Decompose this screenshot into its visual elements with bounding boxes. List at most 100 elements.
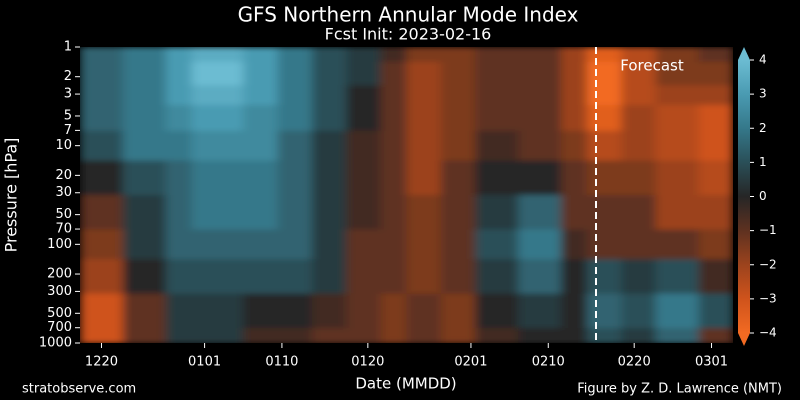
heatmap-cell [320, 259, 330, 295]
heatmap-cell [595, 259, 605, 295]
heatmap-cell [724, 195, 733, 231]
heatmap-cell [664, 85, 674, 106]
heatmap-cell [337, 229, 347, 260]
heatmap-cell [131, 160, 141, 196]
heatmap-cell [80, 259, 90, 295]
heatmap-cell [114, 160, 124, 196]
heatmap-cell [294, 293, 304, 329]
heatmap-cell [88, 259, 98, 295]
heatmap-cell [423, 229, 433, 260]
heatmap-cell [277, 293, 287, 329]
heatmap-cell [354, 328, 365, 343]
heatmap-cell [311, 61, 322, 86]
heatmap-cell [183, 105, 193, 132]
heatmap-cell [157, 195, 167, 231]
heatmap-cell [165, 61, 176, 86]
heatmap-cell [346, 47, 356, 63]
heatmap-cell [363, 47, 373, 63]
heatmap-cell [397, 105, 408, 132]
colorbar-tick-label: 1 [759, 155, 767, 169]
heatmap-cell [380, 130, 390, 162]
heatmap-cell [269, 47, 279, 63]
heatmap-cell [294, 47, 304, 63]
heatmap-cell [311, 293, 322, 329]
heatmap-cell [114, 130, 124, 162]
x-tick-label: 0101 [188, 355, 221, 370]
heatmap-cell [483, 229, 494, 260]
heatmap-cell [80, 47, 90, 63]
heatmap-cell [122, 259, 133, 295]
heatmap-cell [380, 47, 390, 63]
heatmap-cell [243, 259, 253, 295]
heatmap-cell [458, 130, 468, 162]
heatmap-cell [389, 61, 399, 86]
heatmap-cell [595, 160, 605, 196]
heatmap-cell [251, 195, 262, 231]
heatmap-cell [294, 130, 304, 162]
heatmap-cell [483, 85, 494, 106]
heatmap-cell [492, 229, 502, 260]
heatmap-cell [655, 195, 665, 231]
heatmap-cell [303, 61, 313, 86]
heatmap-cell [243, 328, 253, 343]
heatmap-cell [518, 195, 528, 231]
heatmap-cell [311, 259, 322, 295]
heatmap-cell [97, 61, 107, 86]
heatmap-cell [183, 259, 193, 295]
heatmap-cell [458, 85, 468, 106]
heatmap-cell [647, 160, 657, 196]
heatmap-cell [183, 195, 193, 231]
heatmap-cell [157, 61, 167, 86]
heatmap-cell [243, 85, 253, 106]
heatmap-cell [406, 105, 416, 132]
heatmap-cell [251, 61, 262, 86]
heatmap-cell [432, 160, 442, 196]
heatmap-cell [148, 259, 158, 295]
heatmap-cell [260, 105, 270, 132]
heatmap-cell [320, 293, 330, 329]
heatmap-cell [569, 160, 579, 196]
heatmap-cell [586, 130, 597, 162]
heatmap-cell [311, 130, 322, 162]
heatmap-cell [415, 85, 425, 106]
heatmap-cell [604, 85, 614, 106]
heatmap-cell [329, 160, 339, 196]
heatmap-cell [97, 130, 107, 162]
heatmap-cell [97, 105, 107, 132]
heatmap-cell [415, 195, 425, 231]
heatmap-cell [165, 195, 176, 231]
colorbar-extend-bottom [738, 333, 750, 346]
heatmap-cell [415, 259, 425, 295]
heatmap-cell [578, 130, 588, 162]
heatmap-cell [191, 47, 201, 63]
heatmap-cell [655, 47, 665, 63]
heatmap-cell [217, 259, 227, 295]
heatmap-cell [655, 130, 665, 162]
heatmap-cell [397, 160, 408, 196]
heatmap-cell [191, 259, 201, 295]
heatmap-cell [114, 85, 124, 106]
heatmap-cell [131, 47, 141, 63]
heatmap-cell [191, 85, 201, 106]
heatmap-cell [157, 160, 167, 196]
heatmap-cell [372, 130, 382, 162]
heatmap-cell [243, 160, 253, 196]
heatmap-cell [569, 130, 579, 162]
heatmap-cell [88, 47, 98, 63]
heatmap-cell [200, 47, 210, 63]
heatmap-cell [724, 229, 733, 260]
heatmap-cell [423, 328, 433, 343]
heatmap-cell [681, 195, 691, 231]
heatmap-cell [578, 105, 588, 132]
heatmap-cell [389, 328, 399, 343]
heatmap-cell [286, 47, 296, 63]
heatmap-cell [131, 259, 141, 295]
y-tick-label: 700 [47, 320, 72, 335]
heatmap-cell [501, 195, 511, 231]
heatmap-cell [552, 85, 562, 106]
heatmap-cell [389, 195, 399, 231]
heatmap-cell [191, 61, 201, 86]
heatmap-cell [423, 47, 433, 63]
heatmap-cell [122, 328, 133, 343]
heatmap-cell [543, 160, 554, 196]
